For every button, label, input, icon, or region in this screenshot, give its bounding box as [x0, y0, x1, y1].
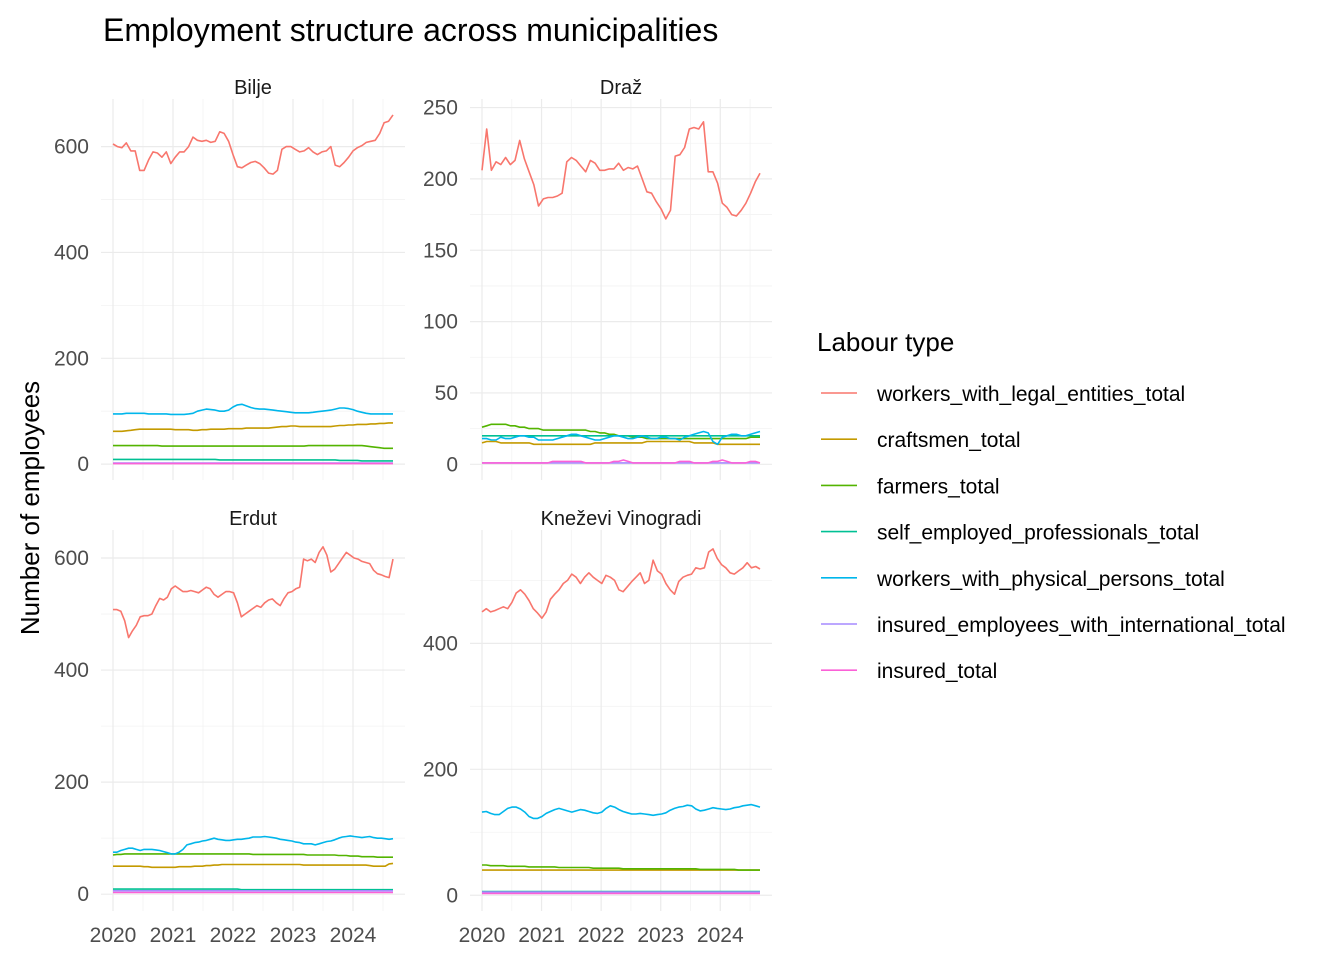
panel-strip-title: Kneževi Vinogradi: [541, 508, 702, 530]
legend-item: self_employed_professionals_total: [821, 522, 1199, 545]
y-tick-label: 0: [446, 884, 458, 907]
panel-bilje: 0 200 400 600 Bilje: [54, 77, 405, 480]
legend-label: insured_total: [877, 660, 997, 683]
chart-title: Employment structure across municipaliti…: [103, 12, 718, 48]
legend-item: insured_total: [821, 660, 997, 683]
x-tick-label: 2022: [578, 924, 625, 947]
series-line-workers-with-physical-persons-total: [113, 835, 394, 855]
x-tick-label: 2023: [270, 924, 317, 947]
legend-item: farmers_total: [821, 475, 1000, 498]
legend-label: self_employed_professionals_total: [877, 522, 1199, 545]
y-tick-label: 0: [77, 883, 89, 906]
y-tick-label: 50: [435, 382, 458, 405]
legend-label: farmers_total: [877, 475, 1000, 498]
legend-title: Labour type: [817, 327, 954, 357]
x-tick-label: 2021: [518, 924, 565, 947]
series-line-craftsmen-total: [113, 862, 394, 869]
legend: Labour type workers_with_legal_entities_…: [817, 327, 1286, 683]
y-tick-label: 0: [446, 453, 458, 476]
panel-strip-title: Draž: [600, 77, 642, 99]
x-tick-label: 2024: [697, 924, 744, 947]
y-tick-label: 0: [77, 453, 89, 476]
series-line-workers-with-legal-entities-total: [481, 548, 761, 620]
series-line-farmers-total: [113, 444, 393, 450]
legend-label: craftsmen_total: [877, 429, 1021, 452]
series-line-farmers-total: [482, 864, 760, 871]
series-line-self-employed-professionals-total: [113, 888, 393, 891]
y-tick-label: 200: [54, 771, 89, 794]
y-tick-label: 150: [423, 239, 458, 262]
panel-draz: 0 50 100 150 200 250 Draž: [423, 77, 772, 480]
y-tick-label: 200: [423, 168, 458, 191]
series-line-workers-with-physical-persons-total: [481, 803, 761, 820]
legend-label: workers_with_legal_entities_total: [876, 383, 1185, 406]
panel-erdut: 0 200 400 600 2020 2021 2022 2023 2024 Erdut: [54, 508, 405, 947]
y-tick-label: 400: [423, 632, 458, 655]
x-tick-label: 2021: [150, 924, 197, 947]
y-tick-label: 600: [54, 136, 89, 159]
x-tick-label: 2022: [210, 924, 257, 947]
series-line-insured-total: [482, 459, 761, 464]
y-tick-label: 200: [423, 758, 458, 781]
y-tick-label: 100: [423, 311, 458, 334]
panel-strip-title: Erdut: [229, 508, 277, 530]
legend-label: insured_employees_with_international_tot…: [877, 614, 1286, 637]
legend-item: craftsmen_total: [821, 429, 1021, 452]
series-line-craftsmen-total: [481, 440, 760, 446]
y-tick-label: 400: [54, 241, 89, 264]
series-line-self-employed-professionals-total: [113, 458, 393, 462]
y-tick-label: 600: [54, 547, 89, 570]
legend-label: workers_with_physical_persons_total: [876, 568, 1225, 591]
y-tick-label: 400: [54, 659, 89, 682]
panels: 0 200 400 600 Bilje 0 50 100 150 200 250 Draž 0 200 40…: [54, 77, 772, 947]
series-line-workers-with-physical-persons-total: [113, 403, 393, 416]
legend-items: workers_with_legal_entities_totalcraftsm…: [821, 383, 1286, 683]
series-line-workers-with-legal-entities-total: [112, 114, 394, 175]
x-tick-label: 2020: [459, 924, 506, 947]
series-line-workers-with-legal-entities-total: [113, 545, 394, 639]
series-line-farmers-total: [112, 853, 393, 859]
panel-strip-title: Bilje: [234, 77, 272, 99]
series-line-workers-with-physical-persons-total: [482, 430, 761, 446]
legend-item: workers_with_legal_entities_total: [821, 383, 1185, 406]
legend-item: workers_with_physical_persons_total: [821, 568, 1225, 591]
x-tick-label: 2023: [637, 924, 684, 947]
legend-item: insured_employees_with_international_tot…: [821, 614, 1286, 637]
y-tick-label: 250: [423, 97, 458, 120]
y-axis-label: Number of employees: [15, 381, 45, 635]
y-tick-label: 200: [54, 347, 89, 370]
series-line-workers-with-legal-entities-total: [481, 121, 761, 220]
x-tick-label: 2024: [330, 924, 377, 947]
series-line-craftsmen-total: [113, 422, 393, 433]
panel-knezevi-vinogradi: 0 200 400 2020 2021 2022 2023 2024 Kneževi Vinog…: [423, 508, 772, 947]
x-tick-label: 2020: [90, 924, 137, 947]
